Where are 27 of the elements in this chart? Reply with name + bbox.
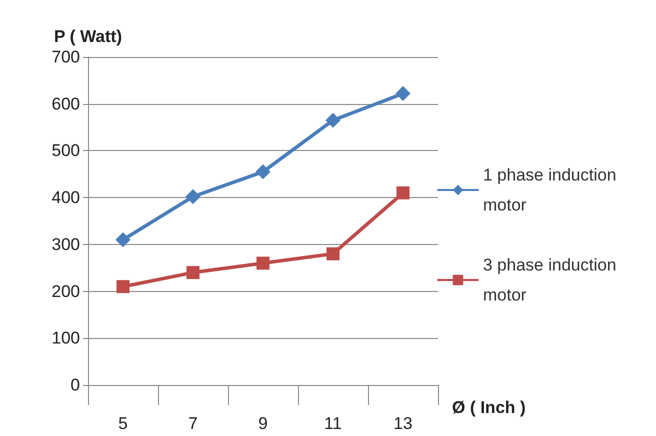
y-tick-label: 300 <box>52 234 80 254</box>
y-tick-label: 200 <box>52 282 80 301</box>
x-tick-label: 11 <box>324 414 342 433</box>
point <box>256 164 270 180</box>
y-tick-label: 400 <box>52 188 80 208</box>
point <box>186 189 200 204</box>
point <box>326 112 340 128</box>
y-tick-label: 600 <box>52 94 80 114</box>
x-tick-label: 13 <box>394 414 412 433</box>
x-tick-label: 5 <box>118 414 128 433</box>
point <box>396 86 410 102</box>
y-tick-label: 100 <box>52 328 80 348</box>
point <box>116 280 130 294</box>
legend-label: 3 phase induction motor <box>483 256 621 304</box>
point <box>116 232 130 248</box>
point <box>326 247 340 260</box>
x-tick-label: 9 <box>258 414 268 433</box>
x-tick-label: 7 <box>188 414 198 433</box>
point <box>396 186 410 200</box>
legend-label: 1 phase induction motor <box>483 166 621 214</box>
y-axis-title: P ( Watt) <box>54 27 122 46</box>
y-tick-label: 0 <box>70 376 80 394</box>
y-tick-label: 500 <box>52 141 80 160</box>
point <box>186 266 200 280</box>
x-axis-title: Ø ( Inch ) <box>452 398 526 417</box>
point <box>256 256 270 270</box>
y-tick-label: 700 <box>52 48 80 66</box>
